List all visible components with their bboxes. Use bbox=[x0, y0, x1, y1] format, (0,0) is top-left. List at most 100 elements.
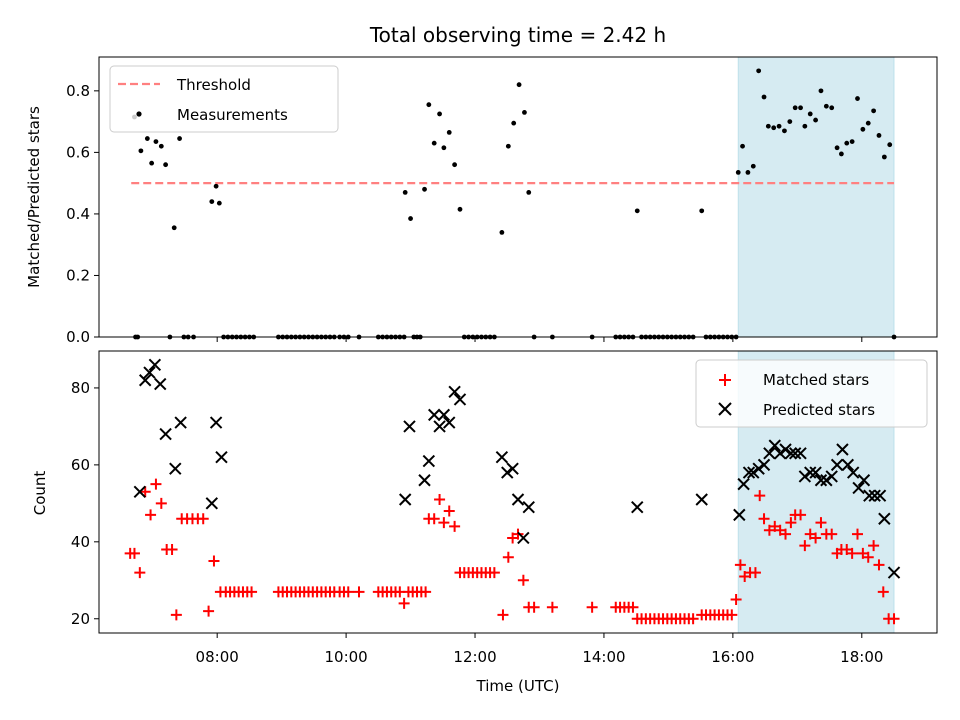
measurement-point bbox=[213, 183, 219, 189]
matched-star-point bbox=[868, 540, 880, 552]
predicted-star-point bbox=[169, 462, 182, 475]
predicted-star-point bbox=[133, 485, 147, 499]
measurement-point bbox=[153, 139, 159, 145]
predicted-star-point bbox=[495, 450, 509, 464]
matched-star-point bbox=[799, 540, 811, 552]
measurement-point bbox=[776, 123, 782, 129]
matched-star-point bbox=[546, 601, 558, 613]
predicted-star-point bbox=[878, 512, 891, 525]
x-tick-label: 14:00 bbox=[582, 648, 625, 666]
predicted-star-point bbox=[863, 489, 876, 502]
measurement-point bbox=[149, 160, 155, 166]
matched-star-point bbox=[627, 601, 639, 613]
matched-star-point bbox=[145, 509, 157, 521]
predicted-star-point bbox=[154, 377, 167, 391]
measurement-point bbox=[881, 154, 887, 160]
predicted-star-point bbox=[814, 474, 828, 487]
bottom-y-tick-label: 20 bbox=[71, 610, 90, 628]
matched-star-point bbox=[877, 586, 889, 598]
measurement-point bbox=[761, 94, 767, 100]
predicted-star-point bbox=[403, 420, 416, 433]
predicted-star-point bbox=[437, 408, 451, 422]
measurement-point bbox=[634, 208, 640, 214]
measurement-point bbox=[782, 128, 787, 134]
x-tick-label: 18:00 bbox=[840, 648, 883, 666]
measurement-point bbox=[787, 119, 793, 125]
measurement-point bbox=[526, 189, 532, 195]
legend-predicted-swatch bbox=[718, 402, 732, 416]
top-legend-box bbox=[109, 65, 339, 133]
matched-star-point bbox=[846, 547, 858, 559]
predicted-star-point bbox=[733, 508, 746, 522]
measurement-point bbox=[823, 103, 829, 109]
measurement-point bbox=[144, 136, 150, 141]
matched-star-point bbox=[726, 609, 738, 621]
matched-star-point bbox=[203, 605, 215, 617]
predicted-star-point bbox=[506, 462, 519, 475]
measurement-point bbox=[876, 133, 882, 138]
matched-star-point bbox=[826, 528, 838, 540]
x-tick-label: 10:00 bbox=[324, 648, 367, 666]
measurement-point bbox=[756, 68, 762, 74]
predicted-star-point bbox=[798, 470, 812, 483]
legend-matched-swatch bbox=[719, 374, 731, 386]
measurement-point bbox=[807, 111, 813, 117]
legend-threshold-label: Threshold bbox=[176, 76, 251, 94]
measurement-point bbox=[849, 139, 855, 145]
predicted-star-point bbox=[427, 408, 441, 422]
measurement-point bbox=[457, 206, 463, 212]
top-y-tick-label: 0.2 bbox=[66, 266, 90, 284]
matched-star-point bbox=[815, 517, 827, 529]
matched-star-point bbox=[687, 613, 699, 625]
matched-star-point bbox=[420, 586, 432, 598]
predicted-star-point bbox=[763, 447, 776, 460]
predicted-star-point bbox=[841, 458, 855, 472]
measurement-point bbox=[699, 208, 705, 214]
predicted-star-point bbox=[887, 566, 901, 579]
predicted-star-point bbox=[209, 416, 223, 429]
predicted-star-point bbox=[825, 470, 838, 483]
measurement-point bbox=[446, 129, 452, 135]
measurement-point bbox=[177, 136, 182, 141]
measurement-point bbox=[511, 120, 517, 126]
matched-star-point bbox=[166, 544, 178, 556]
measurement-point bbox=[216, 200, 222, 206]
measurement-point bbox=[745, 169, 751, 175]
legend-matched-label: Matched stars bbox=[763, 371, 869, 389]
matched-star-point bbox=[139, 486, 151, 498]
matched-star-point bbox=[502, 551, 514, 563]
measurement-point bbox=[158, 143, 164, 149]
predicted-star-point bbox=[511, 493, 525, 506]
measurement-point bbox=[740, 143, 745, 149]
x-axis-label: Time (UTC) bbox=[476, 677, 560, 695]
bottom-axes-frame bbox=[98, 350, 938, 634]
matched-star-point bbox=[754, 490, 766, 502]
predicted-star-point bbox=[809, 466, 822, 479]
top-y-tick-label: 0.0 bbox=[66, 328, 90, 346]
x-tick-label: 12:00 bbox=[453, 648, 496, 666]
bottom-y-tick-label: 80 bbox=[71, 379, 90, 397]
predicted-star-point bbox=[522, 500, 535, 514]
matched-star-point bbox=[488, 567, 500, 579]
predicted-star-point bbox=[773, 447, 787, 460]
matched-star-point bbox=[734, 559, 746, 571]
matched-star-point bbox=[810, 532, 822, 544]
measurement-point bbox=[865, 120, 871, 126]
predicted-star-point bbox=[752, 462, 765, 475]
predicted-star-point bbox=[852, 481, 865, 495]
predicted-star-point bbox=[148, 358, 162, 372]
measurement-point bbox=[402, 189, 408, 195]
bottom-y-axis-label: Count bbox=[31, 471, 49, 516]
measurement-point bbox=[735, 169, 741, 175]
measurement-point bbox=[499, 229, 505, 235]
measurement-point bbox=[860, 126, 866, 132]
predicted-star-point bbox=[205, 497, 219, 510]
predicted-star-point bbox=[143, 366, 156, 379]
top-y-tick-label: 0.8 bbox=[66, 82, 90, 100]
predicted-star-point bbox=[418, 474, 431, 487]
measurement-point bbox=[838, 151, 844, 157]
predicted-star-point bbox=[517, 531, 530, 545]
predicted-star-point bbox=[433, 420, 446, 433]
predicted-star-point bbox=[784, 447, 798, 460]
